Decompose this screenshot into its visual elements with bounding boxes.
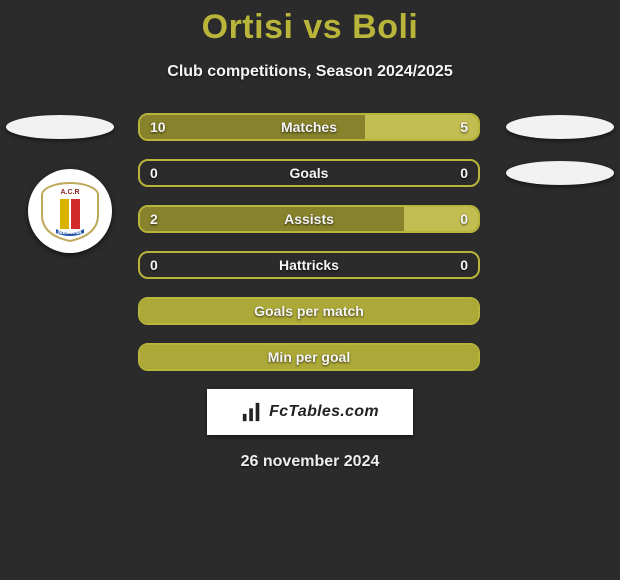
badge-messina-text: MESSINA	[58, 230, 82, 236]
stat-value-right: 0	[460, 253, 468, 277]
stat-label: Matches	[140, 115, 478, 139]
stat-value-right: 0	[460, 207, 468, 231]
page-subtitle: Club competitions, Season 2024/2025	[0, 63, 620, 81]
stat-label: Goals	[140, 161, 478, 185]
stat-label: Goals per match	[140, 299, 478, 323]
stat-rows: 10Matches50Goals02Assists00Hattricks0Goa…	[138, 113, 480, 371]
footer-brand-tag: FcTables.com	[207, 389, 413, 435]
stat-row: 0Goals0	[138, 159, 480, 187]
page-title: Ortisi vs Boli	[0, 0, 620, 47]
stat-label: Min per goal	[140, 345, 478, 369]
bars-icon	[241, 401, 263, 423]
stat-label: Hattricks	[140, 253, 478, 277]
stat-value-right: 0	[460, 161, 468, 185]
comparison-stage: A.C.R MESSINA 10Matches50Goals02Assists0…	[0, 113, 620, 371]
player-left-placeholder-oval	[6, 115, 114, 139]
stat-row: Goals per match	[138, 297, 480, 325]
club-badge: A.C.R MESSINA	[28, 169, 112, 253]
club-badge-svg-wrap: A.C.R MESSINA	[38, 179, 102, 243]
badge-acr-text: A.C.R	[60, 189, 79, 196]
club-crest-icon: A.C.R MESSINA	[38, 179, 102, 243]
stat-row: 10Matches5	[138, 113, 480, 141]
stat-row: 0Hattricks0	[138, 251, 480, 279]
stat-row: 2Assists0	[138, 205, 480, 233]
stat-value-right: 5	[460, 115, 468, 139]
player-right-placeholder-oval-2	[506, 161, 614, 185]
stat-label: Assists	[140, 207, 478, 231]
stat-row: Min per goal	[138, 343, 480, 371]
footer-brand-text: FcTables.com	[269, 403, 379, 421]
snapshot-date: 26 november 2024	[0, 453, 620, 471]
player-right-placeholder-oval-1	[506, 115, 614, 139]
